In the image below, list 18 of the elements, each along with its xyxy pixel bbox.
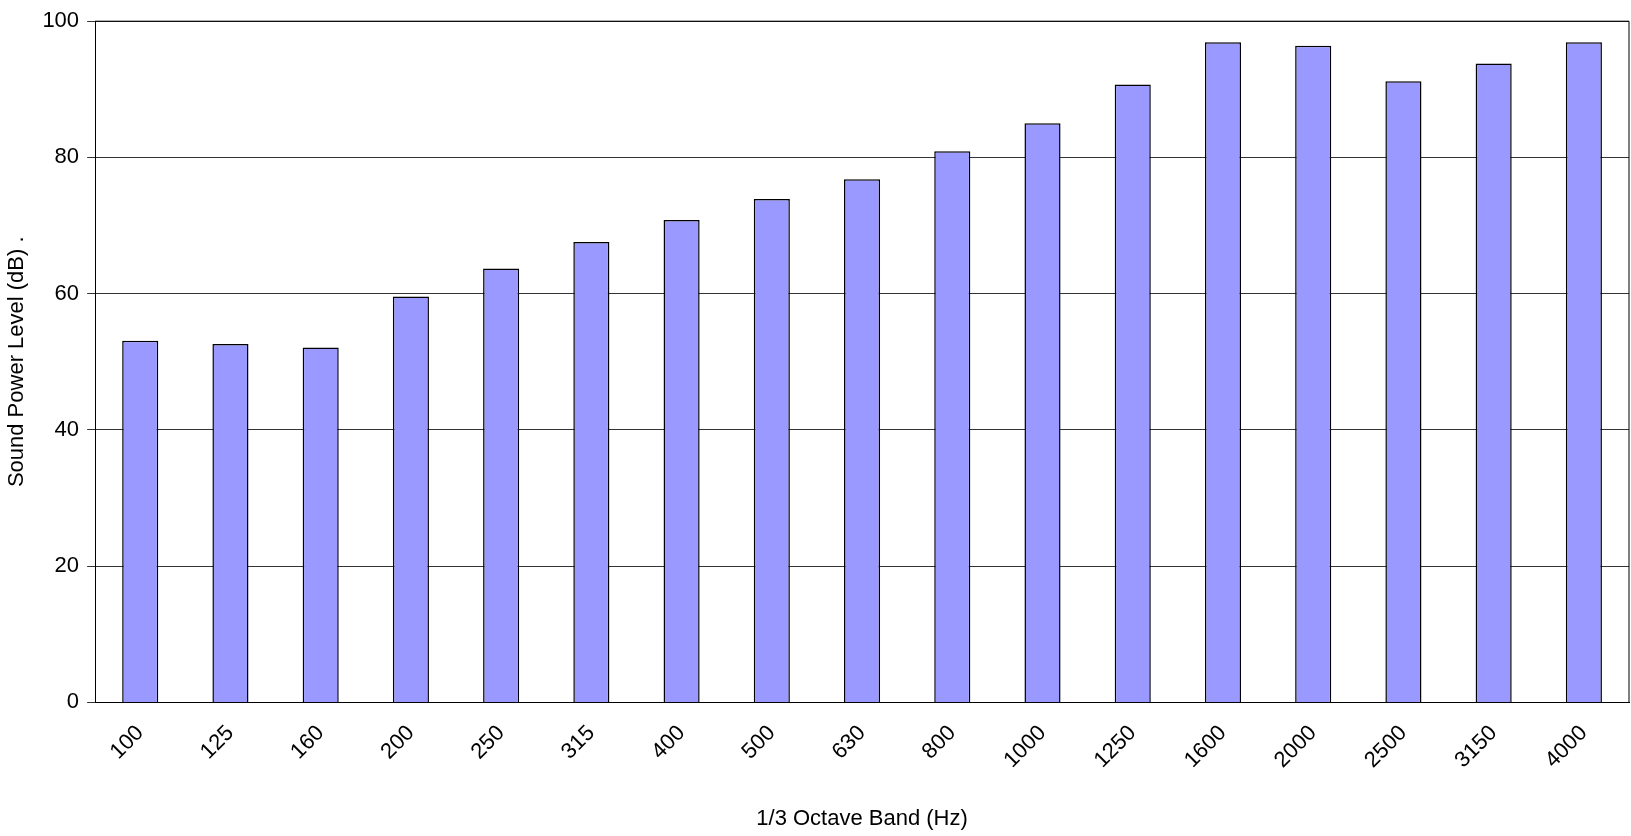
y-tick-label: 20 [54, 552, 80, 578]
y-tick-label: 60 [54, 279, 80, 305]
x-tick-label: 400 [645, 719, 690, 764]
y-tick-label: 40 [54, 415, 80, 441]
x-tick-label: 315 [555, 719, 600, 764]
y-tick-label: 100 [42, 7, 80, 33]
x-axis-title: 1/3 Octave Band (Hz) [756, 804, 968, 830]
x-tick-label: 200 [375, 719, 419, 764]
x-tick-label: 500 [736, 719, 780, 764]
x-tick-label: 800 [916, 719, 961, 764]
x-tick-label: 100 [104, 719, 149, 764]
x-tick-label: 160 [284, 719, 329, 764]
y-tick-label: 0 [66, 688, 80, 714]
x-tick-label: 250 [465, 719, 509, 764]
y-axis-title: Sound Power Level (dB) . [3, 236, 29, 488]
y-tick-label: 80 [54, 143, 80, 169]
x-tick-label: 125 [194, 719, 239, 764]
x-tick-label: 630 [826, 719, 870, 764]
